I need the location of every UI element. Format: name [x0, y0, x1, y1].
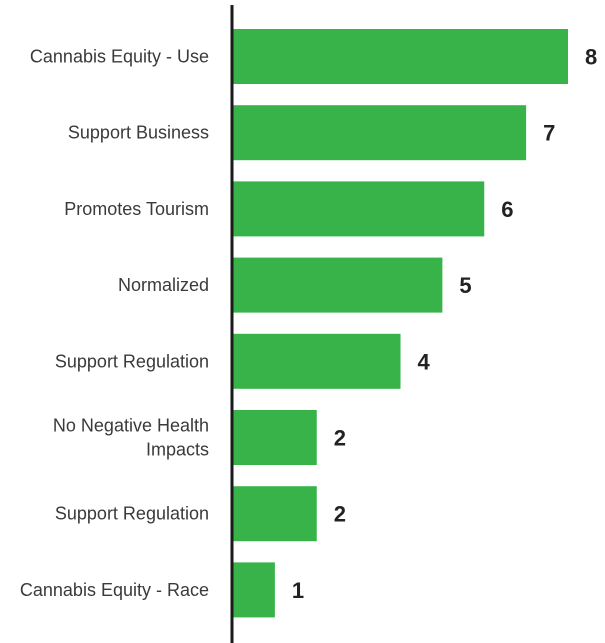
bar-2 — [233, 105, 527, 161]
value-labels: 8 7 6 5 4 2 2 1 — [292, 45, 597, 603]
category-label-line: Cannabis Equity - Use — [30, 47, 209, 67]
bar-6 — [233, 410, 317, 465]
value-label-7: 2 — [334, 502, 346, 527]
value-label-1: 8 — [585, 45, 597, 70]
category-label-line: Support Business — [68, 123, 209, 143]
bar-4 — [233, 257, 443, 313]
category-label-1: Cannabis Equity - Use — [30, 47, 209, 67]
value-label-6: 2 — [334, 426, 346, 451]
category-labels: Cannabis Equity - Use Support Business Pro… — [20, 47, 209, 600]
category-label-line: Support Regulation — [55, 504, 209, 524]
category-label-6: No Negative Health Impacts — [53, 416, 209, 460]
value-label-4: 5 — [459, 273, 471, 298]
value-label-3: 6 — [501, 197, 513, 222]
category-label-2: Support Business — [68, 123, 209, 143]
value-label-5: 4 — [418, 349, 431, 374]
category-label-line: Support Regulation — [55, 351, 209, 371]
bar-1 — [233, 29, 568, 84]
category-label-8: Cannabis Equity - Race — [20, 580, 209, 600]
bar-8 — [233, 562, 275, 618]
bar-5 — [233, 333, 401, 389]
category-label-line: Impacts — [146, 440, 209, 460]
category-label-3: Promotes Tourism — [64, 199, 209, 219]
value-label-8: 1 — [292, 578, 304, 603]
bars-group — [233, 29, 568, 618]
bar-7 — [233, 486, 317, 542]
bar-3 — [233, 181, 485, 237]
category-label-line: Cannabis Equity - Race — [20, 580, 209, 600]
category-label-line: Promotes Tourism — [64, 199, 209, 219]
category-label-line: Normalized — [118, 275, 209, 295]
category-label-line: No Negative Health — [53, 416, 209, 436]
category-label-4: Normalized — [118, 275, 209, 295]
value-label-2: 7 — [543, 121, 555, 146]
category-label-5: Support Regulation — [55, 351, 209, 371]
category-label-7: Support Regulation — [55, 504, 209, 524]
